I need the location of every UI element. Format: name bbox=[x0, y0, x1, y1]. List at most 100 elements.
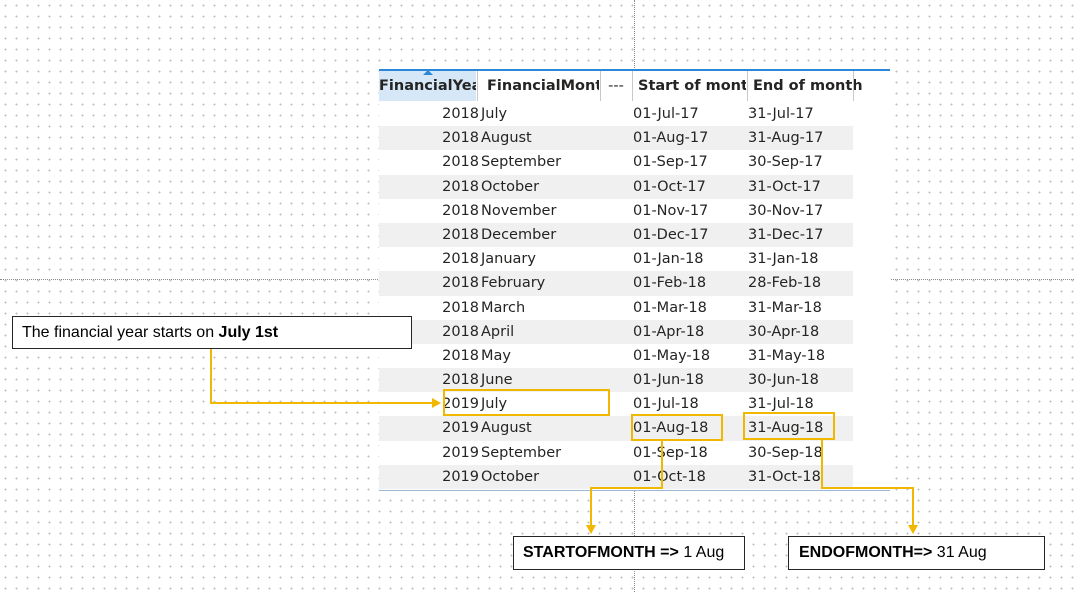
column-header-financial-year[interactable]: FinancialYear bbox=[379, 71, 476, 101]
highlight-box-start-aug bbox=[631, 414, 723, 441]
cell-end-of-month: 30-Sep-17 bbox=[748, 154, 823, 171]
cell-start-of-month: 01-Apr-18 bbox=[633, 323, 705, 340]
cell-start-of-month: 01-Jul-18 bbox=[633, 396, 699, 413]
cell-end-of-month: 30-Nov-17 bbox=[748, 202, 824, 219]
table-row[interactable]: 2019 July 01-Jul-18 31-Jul-18 bbox=[379, 392, 890, 417]
column-header-label: FinancialYear bbox=[379, 78, 476, 94]
cell-start-of-month: 01-Nov-17 bbox=[633, 202, 709, 219]
cell-financial-year: 2018 bbox=[442, 347, 479, 364]
table-row[interactable]: 2019 September 01-Sep-18 30-Sep-18 bbox=[379, 440, 890, 465]
cell-start-of-month: 01-Oct-18 bbox=[633, 468, 706, 485]
cell-end-of-month: 31-Aug-17 bbox=[748, 130, 824, 147]
table-row[interactable]: 2018 March 01-Mar-18 31-Mar-18 bbox=[379, 295, 890, 320]
column-header-start-of-month[interactable]: Start of month bbox=[634, 71, 746, 101]
cell-financial-month: August bbox=[481, 420, 532, 437]
cell-end-of-month: 30-Apr-18 bbox=[748, 323, 820, 340]
column-header-financial-month[interactable]: FinancialMonth bbox=[479, 71, 599, 101]
column-divider[interactable] bbox=[853, 71, 854, 101]
callout-startofmonth: STARTOFMONTH => 1 Aug bbox=[513, 536, 745, 570]
cell-financial-year: 2018 bbox=[442, 372, 479, 389]
cell-financial-month: October bbox=[481, 468, 540, 485]
cell-end-of-month: 31-Jul-17 bbox=[748, 106, 814, 122]
arrow-right-icon bbox=[432, 398, 441, 408]
callout-bold-text: ENDOFMONTH=> bbox=[799, 544, 937, 561]
arrow-down-icon bbox=[586, 525, 596, 534]
table-row[interactable]: 2018 November 01-Nov-17 30-Nov-17 bbox=[379, 198, 890, 223]
table-row[interactable]: 2018 January 01-Jan-18 31-Jan-18 bbox=[379, 247, 890, 272]
column-header-label: --- bbox=[608, 78, 624, 94]
callout-financial-year-start: The financial year starts on July 1st bbox=[12, 316, 412, 349]
connector-line bbox=[661, 441, 663, 489]
row-edge bbox=[853, 464, 890, 489]
cell-end-of-month: 31-May-18 bbox=[748, 347, 826, 364]
row-edge bbox=[853, 343, 890, 369]
cell-start-of-month: 01-Sep-18 bbox=[633, 444, 708, 461]
column-header-label: FinancialMonth bbox=[487, 78, 599, 94]
cell-end-of-month: 28-Feb-18 bbox=[748, 275, 822, 292]
row-edge bbox=[853, 247, 890, 272]
cell-end-of-month: 31-Oct-18 bbox=[748, 468, 821, 485]
callout-bold-text: July 1st bbox=[218, 324, 279, 341]
cell-financial-month: August bbox=[481, 130, 532, 147]
cell-financial-year: 2019 bbox=[442, 420, 479, 437]
column-header-hidden-columns[interactable]: --- bbox=[601, 71, 631, 101]
table-row[interactable]: 2018 July 01-Jul-17 31-Jul-17 bbox=[379, 102, 890, 127]
row-edge bbox=[853, 126, 890, 151]
cell-financial-year: 2018 bbox=[442, 226, 479, 243]
table-row[interactable]: 2019 October 01-Oct-18 31-Oct-18 bbox=[379, 464, 890, 489]
table-top-border bbox=[379, 69, 890, 71]
row-edge bbox=[853, 440, 890, 465]
column-header-end-of-month[interactable]: End of month bbox=[749, 71, 890, 101]
connector-line bbox=[912, 487, 914, 525]
connector-line bbox=[590, 487, 592, 525]
column-divider[interactable] bbox=[747, 71, 748, 101]
cell-financial-year: 2018 bbox=[442, 106, 479, 122]
cell-financial-year: 2018 bbox=[442, 154, 479, 171]
table-row[interactable]: 2018 August 01-Aug-17 31-Aug-17 bbox=[379, 126, 890, 151]
cell-financial-month: July bbox=[481, 106, 508, 122]
row-edge bbox=[853, 150, 890, 175]
cell-start-of-month: 01-Aug-18 bbox=[633, 420, 709, 437]
cell-financial-year: 2019 bbox=[442, 468, 479, 485]
cell-end-of-month: 30-Jun-18 bbox=[748, 372, 819, 389]
row-edge bbox=[853, 102, 890, 127]
table-row[interactable]: 2018 December 01-Dec-17 31-Dec-17 bbox=[379, 222, 890, 248]
table-row[interactable]: 2018 February 01-Feb-18 28-Feb-18 bbox=[379, 271, 890, 296]
cell-financial-year: 2018 bbox=[442, 299, 479, 316]
table-row[interactable]: 2018 June 01-Jun-18 30-Jun-18 bbox=[379, 368, 890, 393]
cell-financial-year: 2018 bbox=[442, 130, 479, 147]
callout-text: 1 Aug bbox=[683, 544, 725, 561]
table-row[interactable]: 2019 August 01-Aug-18 31-Aug-18 bbox=[379, 416, 890, 441]
column-divider[interactable] bbox=[477, 71, 478, 101]
arrow-down-icon bbox=[908, 525, 918, 534]
row-edge bbox=[853, 198, 890, 223]
cell-start-of-month: 01-Mar-18 bbox=[633, 299, 707, 316]
connector-line bbox=[821, 487, 914, 489]
table-bottom-border bbox=[379, 490, 890, 491]
connector-line bbox=[210, 402, 432, 404]
cell-financial-year: 2018 bbox=[442, 323, 479, 340]
row-edge bbox=[853, 174, 890, 199]
cell-financial-month: March bbox=[481, 299, 526, 316]
cell-start-of-month: 01-Jan-18 bbox=[633, 251, 704, 268]
row-edge bbox=[853, 368, 890, 393]
column-divider[interactable] bbox=[632, 71, 633, 101]
cell-start-of-month: 01-May-18 bbox=[633, 347, 711, 364]
cell-start-of-month: 01-Feb-18 bbox=[633, 275, 707, 292]
sort-ascending-icon[interactable] bbox=[423, 70, 433, 75]
cell-start-of-month: 01-Aug-17 bbox=[633, 130, 709, 147]
cell-end-of-month: 31-Mar-18 bbox=[748, 299, 822, 316]
cell-financial-year: 2018 bbox=[442, 251, 479, 268]
financial-calendar-table[interactable]: FinancialYear FinancialMonth --- Start o… bbox=[379, 69, 890, 491]
table-row[interactable]: 2018 September 01-Sep-17 30-Sep-17 bbox=[379, 150, 890, 175]
table-row[interactable]: 2018 May 01-May-18 31-May-18 bbox=[379, 343, 890, 369]
cell-financial-year: 2019 bbox=[442, 396, 479, 413]
column-divider[interactable] bbox=[600, 71, 601, 101]
cell-start-of-month: 01-Jun-18 bbox=[633, 372, 704, 389]
table-body: 2018 July 01-Jul-17 31-Jul-17 2018 August 01-A… bbox=[379, 102, 890, 489]
table-row[interactable]: 2018 April 01-Apr-18 30-Apr-18 bbox=[379, 319, 890, 344]
table-row[interactable]: 2018 October 01-Oct-17 31-Oct-17 bbox=[379, 174, 890, 199]
cell-end-of-month: 31-Jan-18 bbox=[748, 251, 819, 268]
cell-end-of-month: 31-Dec-17 bbox=[748, 226, 824, 243]
cell-end-of-month: 31-Aug-18 bbox=[748, 420, 824, 437]
